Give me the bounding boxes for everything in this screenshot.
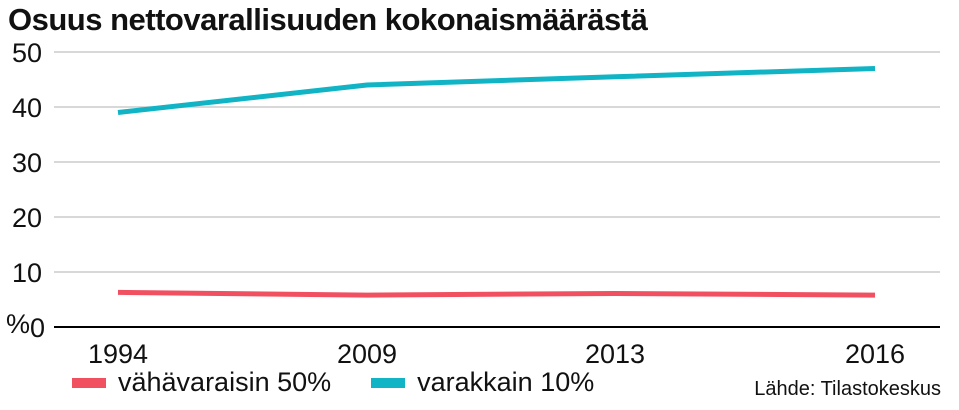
chart-title: Osuus nettovarallisuuden kokonaismääräst…	[8, 2, 648, 37]
y-tick-label: 40	[12, 93, 42, 123]
gridlines	[54, 51, 940, 273]
x-tick-label: 1994	[88, 339, 148, 369]
y-axis-ticks: 50 40 30 20 10 0	[12, 38, 45, 343]
series-line-1	[117, 289, 876, 298]
y-axis-unit: %	[6, 309, 30, 339]
y-tick-label: 10	[12, 258, 42, 288]
legend-item-series-1: vähävaraisin 50%	[72, 367, 331, 398]
y-tick-label: 20	[12, 203, 42, 233]
x-axis-ticks: 1994 2009 2013 2016	[88, 339, 905, 369]
legend-item-series-2: varakkain 10%	[371, 367, 594, 398]
y-tick-label: 30	[12, 148, 42, 178]
y-tick-label: 0	[30, 313, 45, 343]
legend: vähävaraisin 50% varakkain 10%	[72, 367, 634, 398]
legend-swatch	[72, 377, 106, 388]
series-line-2	[117, 66, 876, 115]
x-tick-label: 2016	[845, 339, 905, 369]
legend-swatch	[371, 377, 406, 388]
legend-label: varakkain 10%	[417, 367, 595, 397]
series-lines	[117, 66, 876, 298]
legend-label: vähävaraisin 50%	[118, 367, 332, 397]
x-tick-label: 2009	[337, 339, 397, 369]
source-note: Lähde: Tilastokeskus	[754, 378, 941, 400]
y-tick-label: 50	[12, 38, 42, 68]
x-tick-label: 2013	[585, 339, 645, 369]
